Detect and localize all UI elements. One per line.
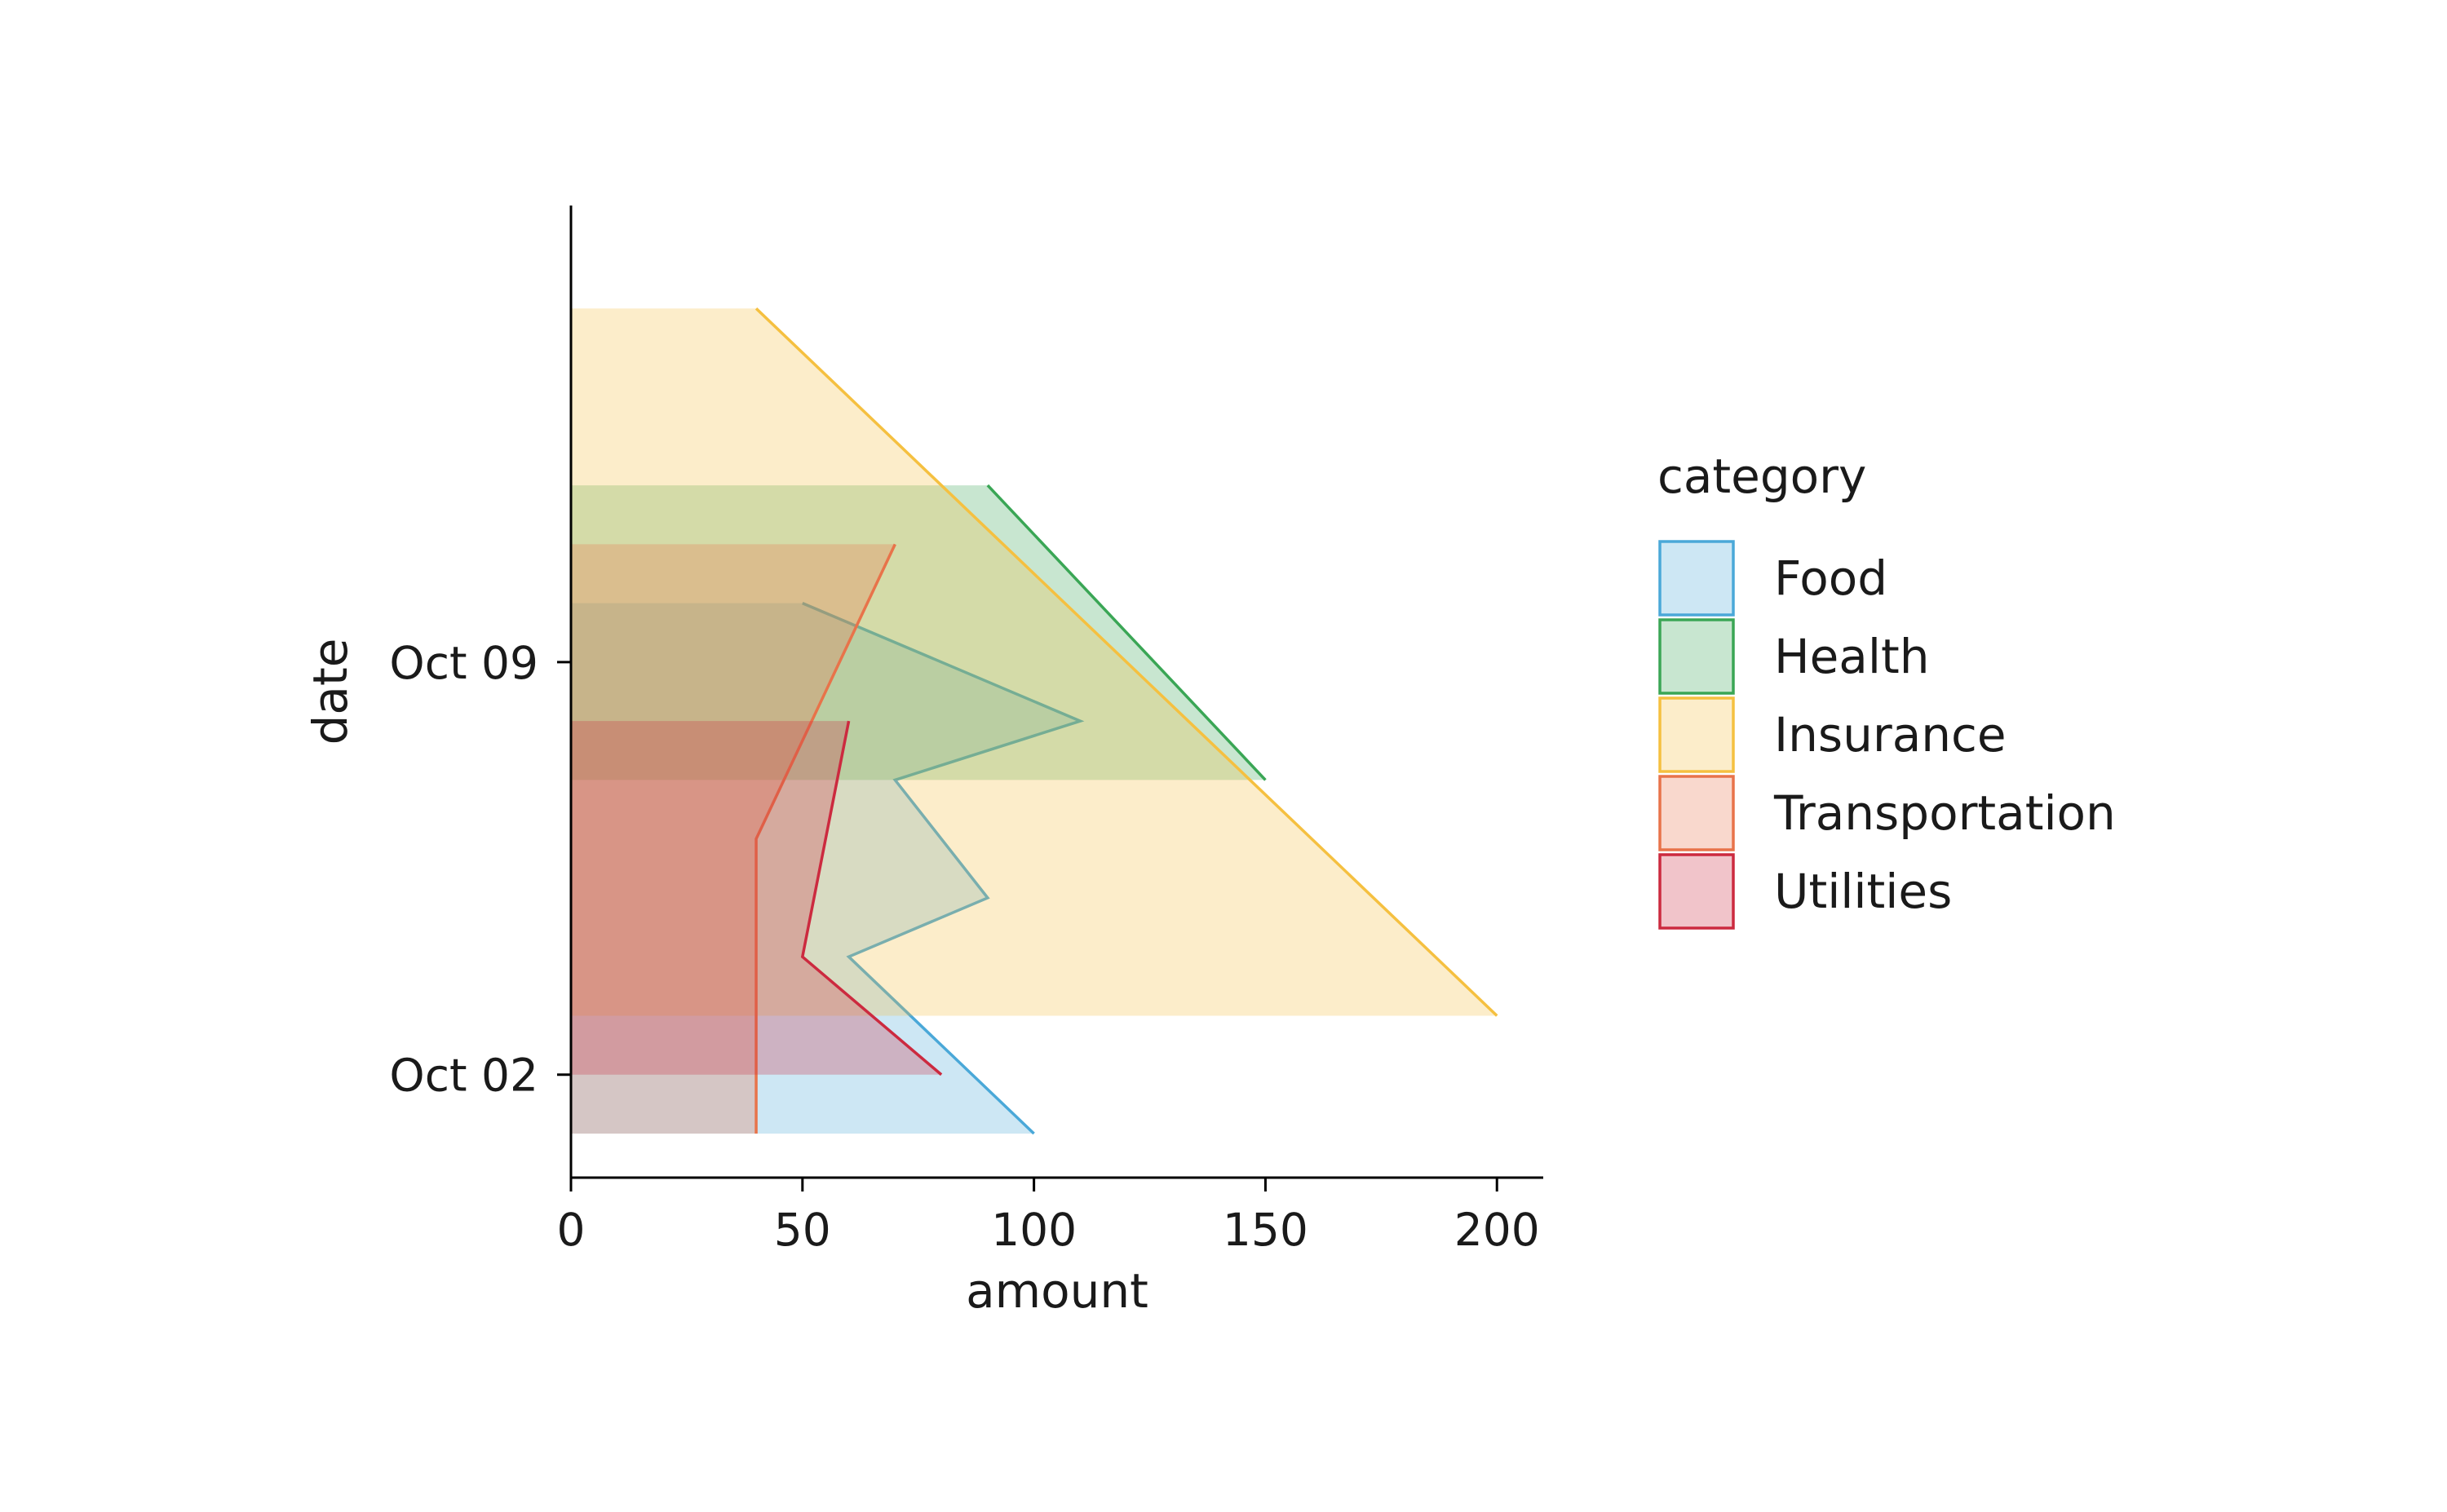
x-tick-label: 100 <box>991 1204 1077 1256</box>
legend-label-health: Health <box>1774 629 1929 684</box>
area-food <box>571 603 1081 1134</box>
x-axis-title: amount <box>966 1263 1148 1319</box>
area-transportation <box>571 544 896 1134</box>
y-axis-ticks: Oct 02 Oct 09 <box>389 637 571 1102</box>
line-insurance <box>754 307 1498 1017</box>
x-tick-label: 150 <box>1223 1204 1308 1256</box>
legend-label-food: Food <box>1774 550 1887 606</box>
y-tick-label: Oct 09 <box>389 637 538 689</box>
y-axis-title: date <box>303 639 358 745</box>
legend-title: category <box>1657 449 1866 504</box>
legend-swatch-health <box>1658 618 1735 695</box>
line-food <box>802 601 1085 1135</box>
legend-swatch-food <box>1658 540 1735 617</box>
axes: 0 50 100 150 200 Oct 02 Oct 09 amount date <box>303 206 1543 1319</box>
area-insurance <box>571 308 1498 1016</box>
legend: category Food Health Insurance Transportati… <box>1657 449 2116 930</box>
x-tick-label: 200 <box>1454 1204 1540 1256</box>
x-axis-ticks: 0 50 100 150 200 <box>557 1178 1540 1256</box>
legend-swatch-transportation <box>1658 775 1735 851</box>
legend-swatch-utilities <box>1658 853 1735 930</box>
plot-area <box>571 307 1498 1135</box>
legend-label-transportation: Transportation <box>1773 785 2116 841</box>
area-health <box>571 485 1266 780</box>
y-tick-label: Oct 02 <box>389 1050 538 1102</box>
legend-label-utilities: Utilities <box>1774 864 1952 919</box>
line-health <box>986 484 1267 781</box>
legend-swatch-insurance <box>1658 696 1735 773</box>
legend-label-insurance: Insurance <box>1774 707 2007 763</box>
area-utilities <box>571 721 942 1075</box>
x-tick-label: 50 <box>774 1204 831 1256</box>
x-tick-label: 0 <box>557 1204 586 1256</box>
